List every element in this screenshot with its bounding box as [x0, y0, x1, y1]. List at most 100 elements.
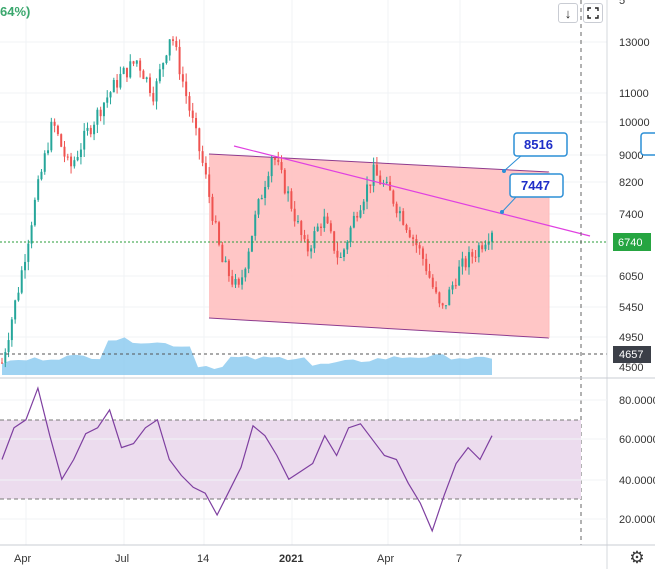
candle-body	[132, 61, 135, 64]
candle-body	[76, 156, 79, 161]
price-tick-top: 5	[619, 0, 625, 7]
time-label: Apr	[377, 553, 394, 565]
candle-body	[290, 191, 293, 209]
callout-partial	[640, 132, 655, 156]
time-label: Apr	[14, 553, 31, 565]
rsi-line[interactable]	[1, 386, 493, 533]
price-tick: 11000	[619, 88, 649, 100]
gear-icon[interactable]: ⚙	[629, 548, 645, 567]
candle-body	[487, 241, 490, 245]
candle-body	[60, 134, 63, 147]
candle-body	[444, 305, 447, 307]
candle-body	[366, 184, 369, 202]
price-tick: 10000	[619, 117, 650, 129]
rsi-tick: 40.0000	[619, 475, 655, 487]
callout-7447[interactable]: 7447	[500, 173, 564, 214]
candle-body	[33, 199, 36, 226]
price-tick: 4500	[619, 362, 643, 374]
candle-body	[70, 156, 73, 167]
trend-line[interactable]	[233, 145, 591, 237]
candle-body	[464, 258, 467, 268]
candle-body	[339, 257, 342, 259]
candle-body	[412, 237, 415, 240]
candle-body	[303, 235, 306, 240]
candle-body	[99, 109, 102, 117]
candle-body	[336, 250, 339, 258]
candle-body	[438, 292, 441, 304]
rsi-tick: 20.0000	[619, 514, 655, 526]
candle-body	[310, 248, 313, 252]
price-axis[interactable]: 5 13000 11000 10000 9000 8200 7400 6050 …	[619, 0, 650, 374]
candle-body	[237, 278, 240, 285]
volume-marker-badge	[613, 346, 651, 363]
candle-body	[296, 221, 299, 223]
candle-body	[214, 220, 217, 223]
price-tick: 9000	[619, 150, 643, 162]
candle-body	[30, 225, 33, 244]
candle-body	[165, 55, 168, 64]
current-price-value: 6740	[618, 237, 642, 249]
candle-body	[122, 67, 125, 74]
candle-body	[421, 248, 424, 259]
arrow-down-icon[interactable]: ↓	[558, 3, 578, 23]
candle-body	[254, 214, 257, 236]
candle-body	[63, 146, 66, 157]
candle-body	[53, 121, 56, 126]
candle-body	[425, 258, 428, 272]
candle-body	[435, 287, 438, 293]
candle-body	[379, 175, 382, 185]
candle-body	[313, 231, 316, 249]
price-tick: 7400	[619, 209, 643, 221]
candle-body	[112, 79, 115, 93]
candle-body	[116, 79, 119, 88]
candle-body	[389, 181, 392, 191]
volume-marker-value: 4657	[619, 349, 643, 361]
candle-body	[267, 176, 270, 188]
candle-body	[481, 245, 484, 250]
price-tick: 8200	[619, 177, 643, 189]
candle-body	[454, 285, 457, 287]
candle-body	[168, 39, 171, 56]
candle-body	[329, 223, 332, 232]
candle-body	[66, 156, 69, 158]
candle-body	[204, 162, 207, 175]
candle-body	[280, 162, 283, 170]
candle-body	[109, 92, 112, 98]
callout-8516[interactable]: 8516	[502, 132, 568, 173]
channel-lower-line[interactable]	[208, 317, 550, 339]
fullscreen-icon[interactable]	[583, 3, 603, 23]
candle-body	[343, 249, 346, 258]
candle-body	[234, 278, 237, 285]
candle-body	[352, 215, 355, 228]
candle-body	[241, 277, 244, 285]
candle-body	[250, 235, 253, 252]
candle-body	[369, 184, 372, 186]
candle-body	[260, 197, 263, 200]
candle-body	[484, 244, 487, 250]
channel-upper-line[interactable]	[208, 153, 550, 173]
candle-body	[277, 159, 280, 163]
candle-body	[93, 124, 96, 135]
candle-body	[181, 74, 184, 82]
candle-body	[135, 60, 138, 64]
candle-body	[96, 109, 99, 125]
candle-body	[319, 226, 322, 228]
candle-body	[50, 121, 53, 151]
price-tick: 13000	[619, 37, 650, 49]
candle-body	[172, 39, 175, 41]
candle-body	[372, 164, 375, 186]
candle-body	[270, 157, 273, 177]
time-axis[interactable]: Apr Jul 14 2021 Apr 7	[14, 553, 462, 565]
rsi-axis[interactable]: 80.0000 60.0000 40.0000 20.0000	[619, 395, 655, 526]
candle-body	[264, 187, 267, 198]
callout-8516-label: 8516	[524, 137, 553, 152]
candle-body	[474, 256, 477, 258]
candle-body	[10, 319, 13, 341]
candle-body	[405, 224, 408, 231]
price-tick: 4950	[619, 332, 643, 344]
candle-body	[188, 96, 191, 111]
candle-body	[418, 245, 421, 249]
candle-body	[195, 117, 198, 129]
parallel-channel[interactable]	[209, 154, 549, 338]
